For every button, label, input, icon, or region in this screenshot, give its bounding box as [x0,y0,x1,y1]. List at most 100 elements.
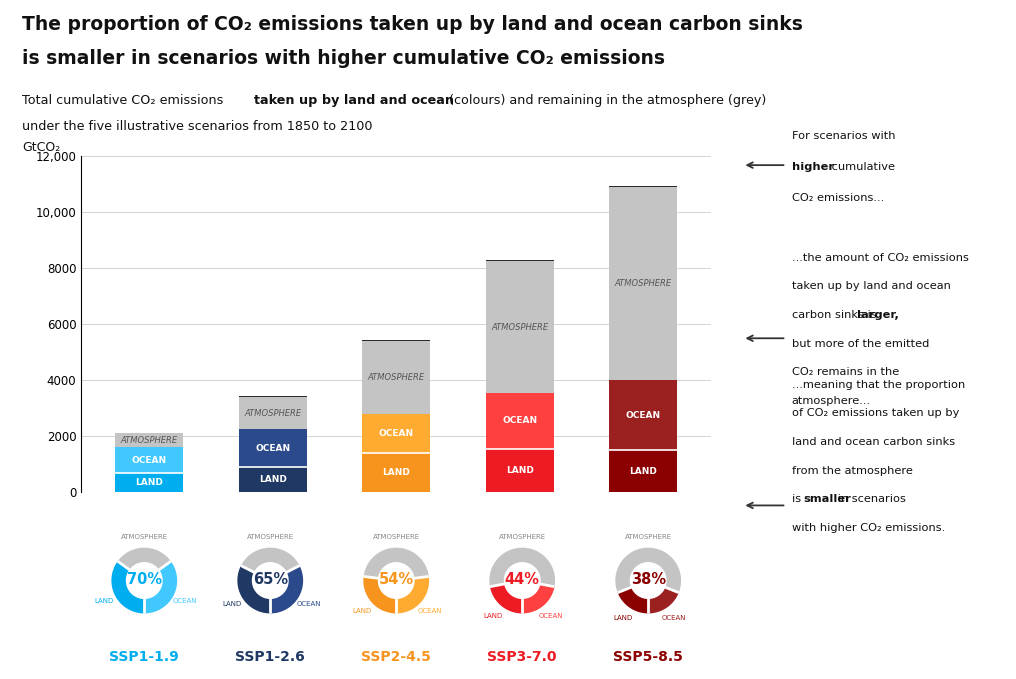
Polygon shape [396,576,429,613]
Polygon shape [364,576,396,613]
Text: OCEAN: OCEAN [418,608,443,614]
Text: LAND: LAND [259,475,287,484]
Text: taken up by land and ocean: taken up by land and ocean [254,94,454,107]
Text: LAND: LAND [382,468,410,477]
Text: Total cumulative CO₂ emissions: Total cumulative CO₂ emissions [22,94,228,107]
Text: OCEAN: OCEAN [132,456,167,464]
Polygon shape [522,584,555,613]
Text: CO₂ remains in the: CO₂ remains in the [791,367,899,378]
Text: SSP2-4.5: SSP2-4.5 [362,650,431,664]
Bar [610,185,678,187]
Polygon shape [364,548,429,579]
Text: 65%: 65% [253,572,288,587]
Text: but more of the emitted: but more of the emitted [791,339,930,349]
Text: ...meaning that the proportion: ...meaning that the proportion [791,380,965,390]
Text: The proportion of CO₂ emissions taken up by land and ocean carbon sinks: The proportion of CO₂ emissions taken up… [22,15,804,34]
Polygon shape [616,548,681,593]
Polygon shape [253,563,288,598]
Text: smaller: smaller [804,494,851,504]
Text: (colours) and remaining in the atmosphere (grey): (colours) and remaining in the atmospher… [445,94,766,107]
Text: ATMOSPHERE: ATMOSPHERE [373,534,420,540]
Text: SSP1-2.6: SSP1-2.6 [236,650,305,664]
Bar [363,453,430,492]
Text: OCEAN: OCEAN [502,416,537,425]
Bar [115,433,183,447]
Text: larger,: larger, [856,310,899,320]
Text: SSP5-8.5: SSP5-8.5 [614,650,683,664]
Text: ATMOSPHERE: ATMOSPHERE [499,534,546,540]
Text: under the five illustrative scenarios from 1850 to 2100: under the five illustrative scenarios fr… [22,120,373,132]
Bar [610,187,678,380]
Bar [486,449,554,492]
Text: LAND: LAND [484,612,503,619]
Text: For scenarios with: For scenarios with [791,130,895,141]
Text: ATMOSPHERE: ATMOSPHERE [244,409,302,418]
Text: is smaller in scenarios with higher cumulative CO₂ emissions: is smaller in scenarios with higher cumu… [22,49,665,68]
Polygon shape [270,566,303,613]
Text: LAND: LAND [353,608,372,614]
Text: LAND: LAND [629,466,657,476]
Text: OCEAN: OCEAN [661,615,686,621]
Text: in scenarios: in scenarios [834,494,906,504]
Text: LAND: LAND [506,466,533,475]
Text: LAND: LAND [613,615,632,621]
Bar [486,260,554,261]
Text: LAND: LAND [221,602,241,607]
Text: 54%: 54% [379,572,414,587]
Text: OCEAN: OCEAN [538,612,564,619]
Text: OCEAN: OCEAN [626,411,660,420]
Text: 38%: 38% [631,572,665,587]
Text: higher: higher [791,162,834,172]
Text: LAND: LAND [135,478,164,487]
Text: 70%: 70% [127,572,162,587]
Bar [115,473,183,492]
Polygon shape [144,562,177,613]
Text: OCEAN: OCEAN [255,443,291,453]
Polygon shape [379,563,414,598]
Polygon shape [648,587,679,613]
Polygon shape [112,562,144,613]
Text: ATMOSPHERE: ATMOSPHERE [491,323,549,331]
Text: 44%: 44% [505,572,539,587]
Text: SSP1-1.9: SSP1-1.9 [110,650,179,664]
Polygon shape [127,563,162,598]
Text: OCEAN: OCEAN [297,602,321,607]
Text: ATMOSPHERE: ATMOSPHERE [121,534,168,540]
Polygon shape [490,548,555,587]
Bar [363,341,430,414]
Bar [363,414,430,453]
Bar [610,450,678,492]
Text: taken up by land and ocean: taken up by land and ocean [791,282,951,291]
Text: OCEAN: OCEAN [379,429,414,438]
Polygon shape [238,566,270,613]
Text: ATMOSPHERE: ATMOSPHERE [615,279,672,288]
Text: with higher CO₂ emissions.: with higher CO₂ emissions. [791,523,945,533]
Bar [610,380,678,450]
Text: GtCO₂: GtCO₂ [22,141,61,154]
Text: cumulative: cumulative [827,162,894,172]
Bar [363,340,430,341]
Text: is: is [791,494,805,504]
Bar [486,393,554,449]
Text: carbon sinks is: carbon sinks is [791,310,880,320]
Text: ATMOSPHERE: ATMOSPHERE [247,534,294,540]
Text: ATMOSPHERE: ATMOSPHERE [368,373,425,382]
Polygon shape [241,548,300,572]
Bar [239,397,307,429]
Bar [239,467,307,492]
Polygon shape [490,584,522,613]
Bar [115,447,183,473]
Text: LAND: LAND [94,598,114,604]
Text: from the atmosphere: from the atmosphere [791,466,912,476]
Text: of CO₂ emissions taken up by: of CO₂ emissions taken up by [791,409,959,418]
Text: OCEAN: OCEAN [173,598,197,604]
Text: land and ocean carbon sinks: land and ocean carbon sinks [791,437,955,447]
Polygon shape [618,587,648,613]
Polygon shape [118,548,171,570]
Text: ATMOSPHERE: ATMOSPHERE [625,534,672,540]
Bar [239,429,307,467]
Text: atmosphere...: atmosphere... [791,396,871,406]
Text: ATMOSPHERE: ATMOSPHERE [121,436,178,445]
Text: SSP3-7.0: SSP3-7.0 [488,650,557,664]
Text: CO₂ emissions...: CO₂ emissions... [791,194,884,203]
